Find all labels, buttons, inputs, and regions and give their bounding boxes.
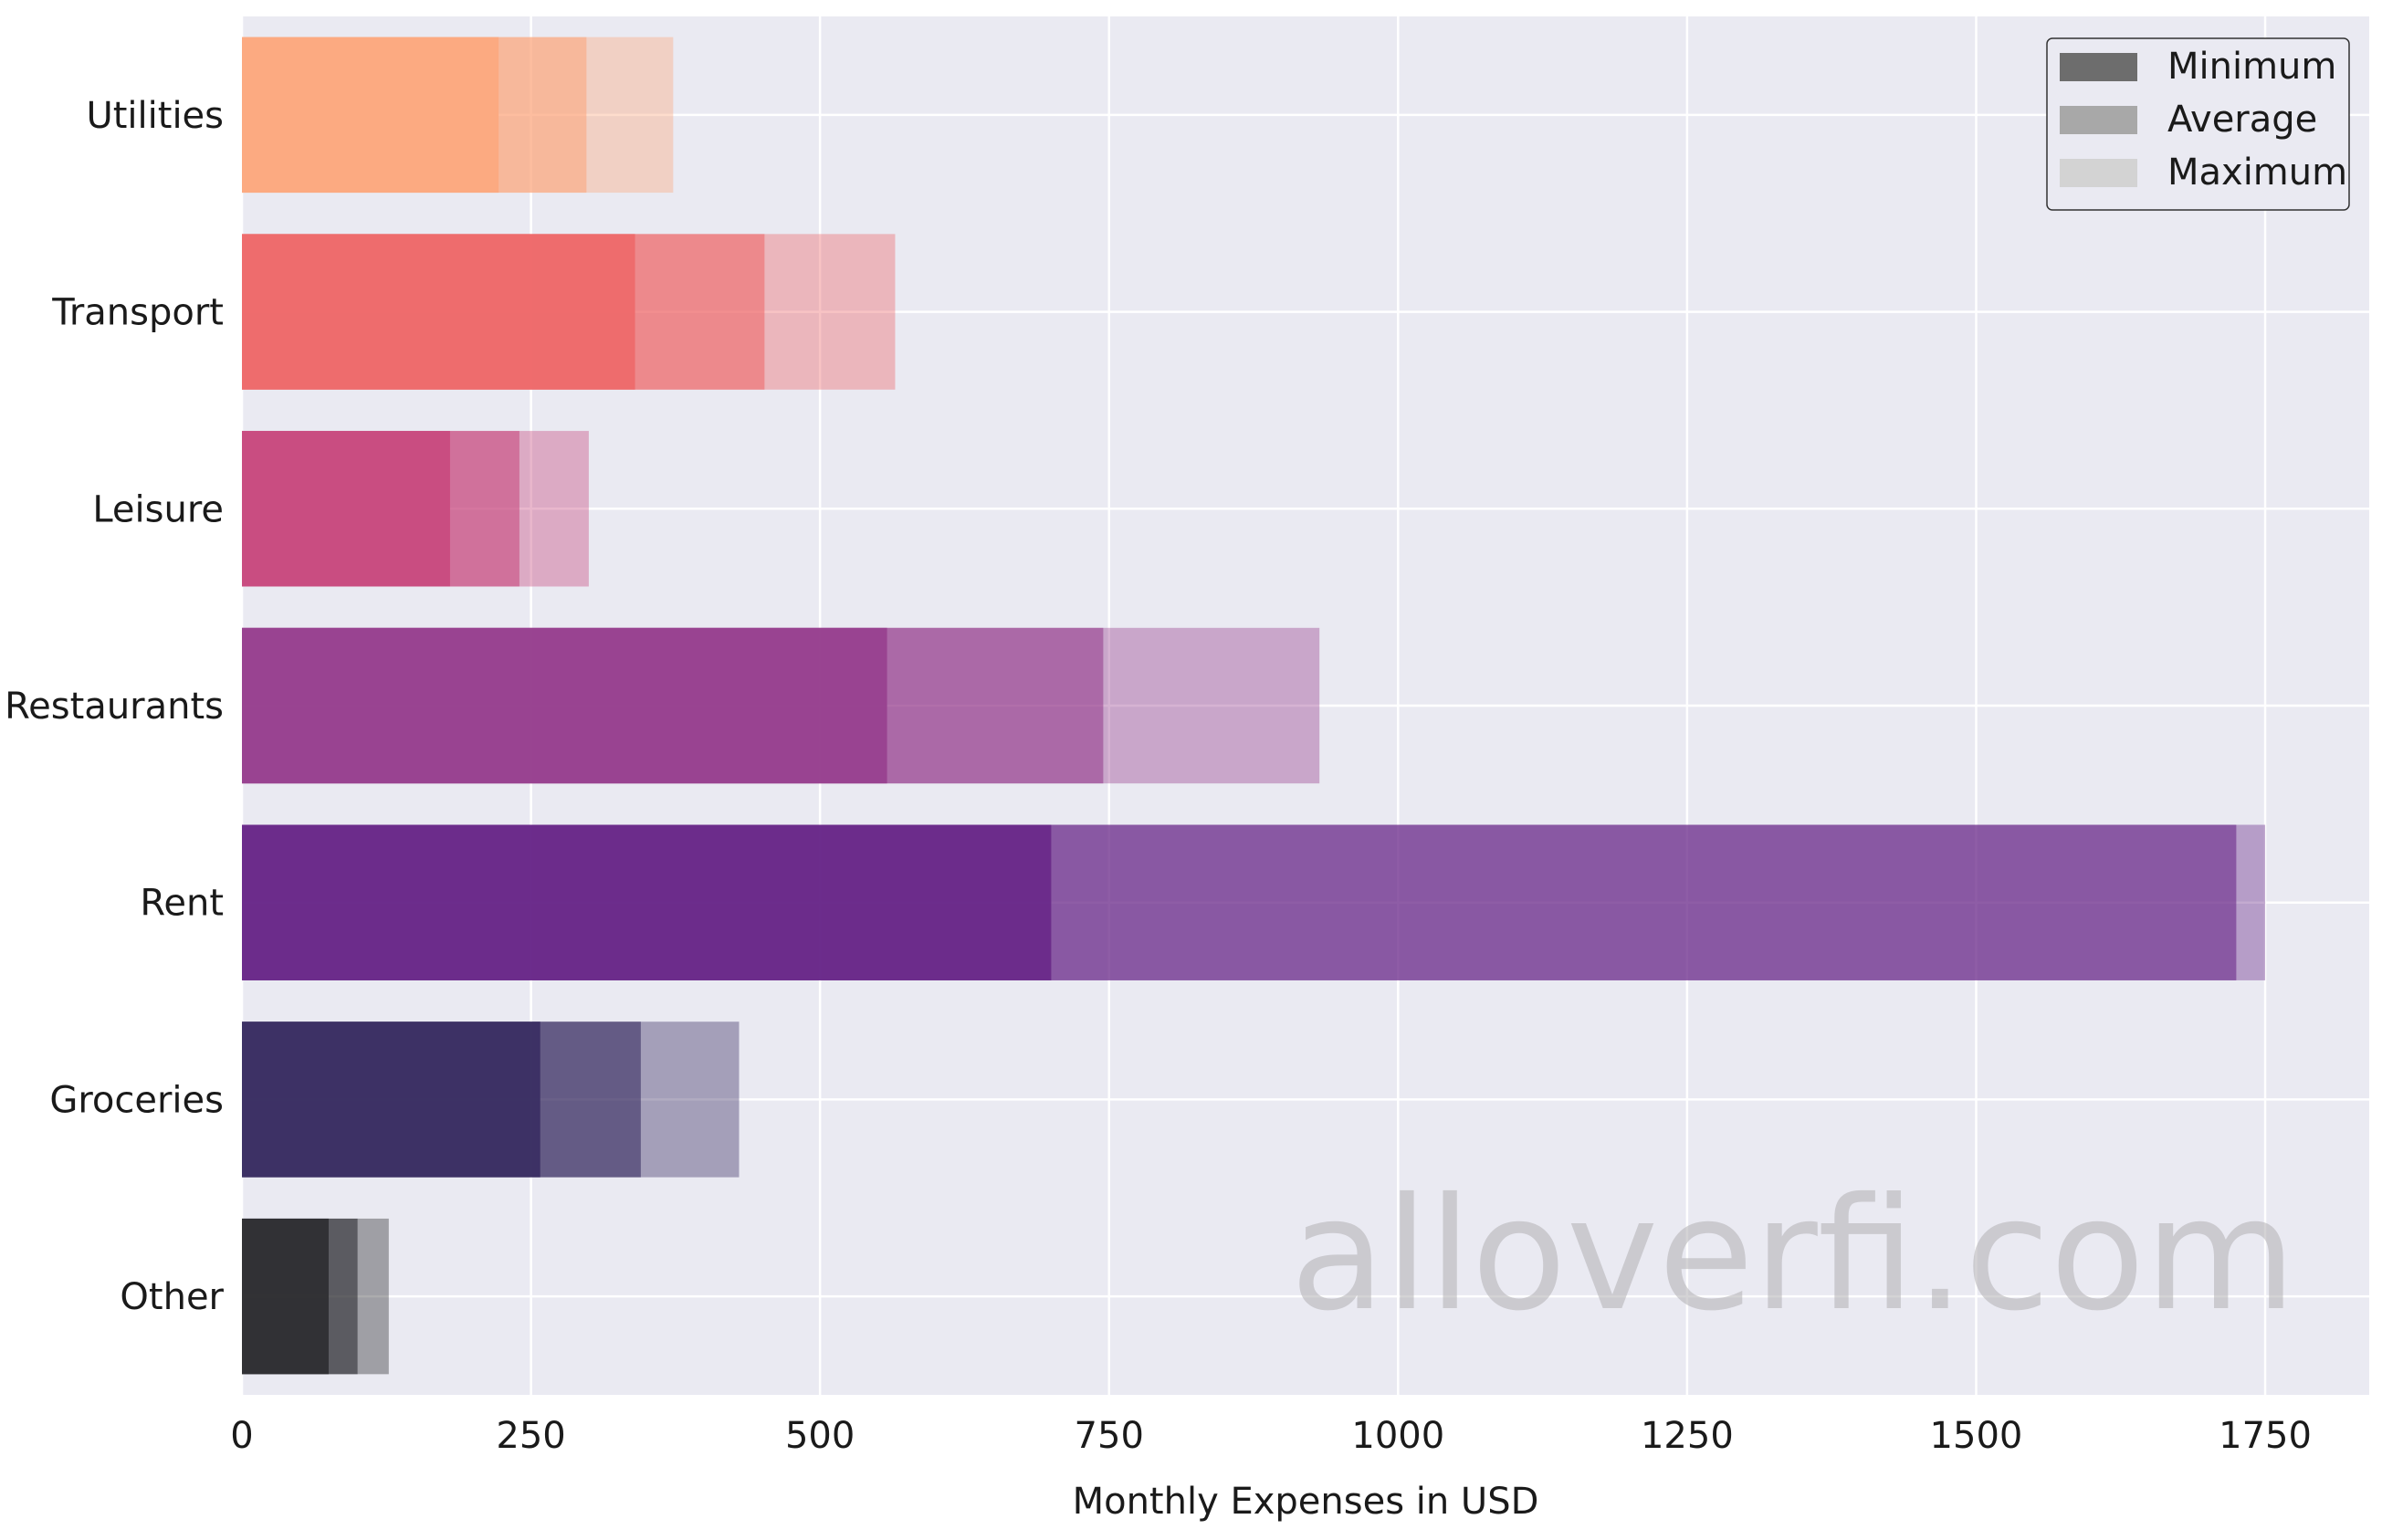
x-tick-labels: 0 250 500 750 1000 1250 1500 1750 xyxy=(230,1415,2312,1457)
x-tick-label: 0 xyxy=(230,1415,253,1457)
bar-minimum-transport xyxy=(242,234,635,390)
y-tick-label: Other xyxy=(120,1276,224,1318)
x-tick-label: 1000 xyxy=(1351,1415,1444,1457)
bar-minimum-other xyxy=(242,1218,329,1375)
x-tick-label: 1250 xyxy=(1641,1415,1734,1457)
x-tick-label: 750 xyxy=(1075,1415,1144,1457)
y-tick-label: Transport xyxy=(51,292,224,334)
x-axis-title: Monthly Expenses in USD xyxy=(1073,1481,1539,1523)
legend-swatch-minimum xyxy=(2060,53,2137,81)
legend-swatch-maximum xyxy=(2060,159,2137,187)
y-tick-label: Rent xyxy=(140,883,224,925)
y-tick-label: Restaurants xyxy=(5,686,224,728)
x-tick-label: 250 xyxy=(496,1415,565,1457)
legend: Minimum Average Maximum xyxy=(2046,37,2350,211)
bar-minimum-restaurants xyxy=(242,627,887,784)
x-tick-label: 1750 xyxy=(2219,1415,2312,1457)
legend-label-minimum: Minimum xyxy=(2167,46,2336,88)
x-tick-label: 1500 xyxy=(1930,1415,2023,1457)
y-tick-label: Groceries xyxy=(49,1079,224,1121)
bar-minimum-utilities xyxy=(242,37,499,194)
legend-label-maximum: Maximum xyxy=(2167,152,2347,194)
legend-label-average: Average xyxy=(2167,99,2317,141)
legend-swatch-average xyxy=(2060,106,2137,134)
bar-minimum-leisure xyxy=(242,431,450,587)
y-tick-label: Utilities xyxy=(86,95,224,137)
x-tick-label: 500 xyxy=(785,1415,855,1457)
y-tick-labels: Other Groceries Rent Restaurants Leisure Tran… xyxy=(5,95,224,1318)
y-tick-label: Leisure xyxy=(92,488,224,530)
bars xyxy=(242,37,2266,1375)
bar-minimum-rent xyxy=(242,824,1052,980)
watermark: alloverfi.com xyxy=(1290,1165,2296,1346)
bar-minimum-groceries xyxy=(242,1021,540,1178)
